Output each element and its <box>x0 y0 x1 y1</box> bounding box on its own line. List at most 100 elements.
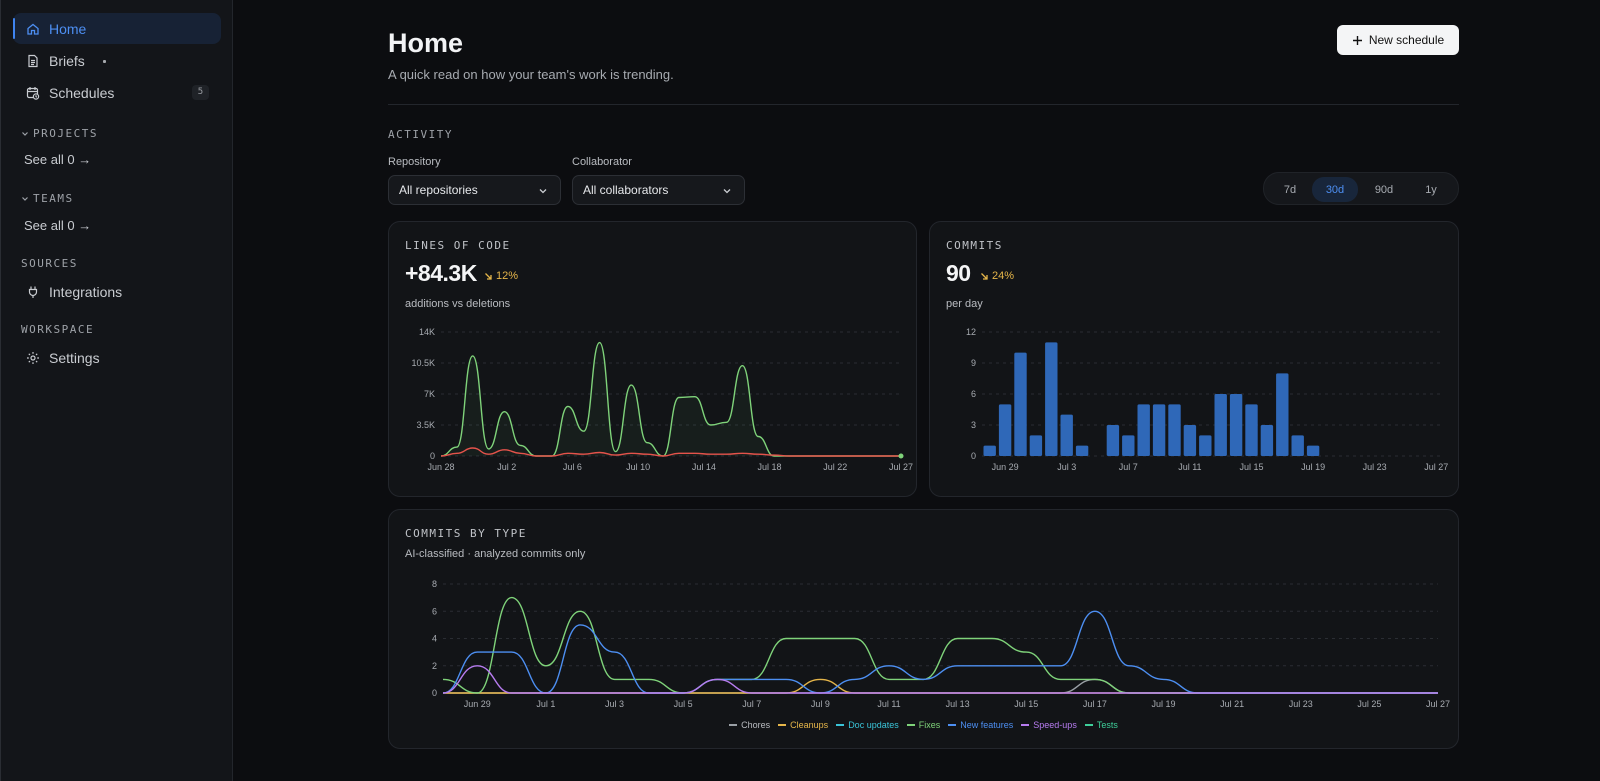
arrow-down-right-icon <box>485 272 492 280</box>
x-tick-label: Jul 7 <box>1119 462 1138 472</box>
new-schedule-button[interactable]: New schedule <box>1337 25 1459 55</box>
series-line-cleanups <box>443 678 1438 694</box>
legend-item[interactable]: Chores <box>729 720 770 730</box>
card-subtitle: AI-classified · analyzed commits only <box>405 548 586 560</box>
commit-bar <box>1183 425 1197 456</box>
commit-bar <box>983 445 996 456</box>
time-range-selector: 7d 30d 90d 1y <box>1263 172 1459 205</box>
x-tick-label: Jul 27 <box>889 462 913 472</box>
card-title: LINES OF CODE <box>405 239 511 252</box>
commit-bar <box>1045 342 1058 456</box>
commit-bar <box>1276 373 1289 456</box>
legend-item[interactable]: New features <box>948 720 1013 730</box>
y-tick-label: 14K <box>419 327 435 337</box>
repository-select[interactable]: All repositories <box>388 175 561 205</box>
legend-item[interactable]: Speed-ups <box>1021 720 1077 730</box>
series-line-chores <box>443 678 1438 694</box>
sidebar: Home Briefs Schedules 5 PROJECTS See all… <box>0 0 233 781</box>
header-divider <box>388 104 1459 105</box>
lines-of-code-card: LINES OF CODE +84.3K 12% additions vs de… <box>388 221 917 497</box>
card-title: COMMITS <box>946 239 1003 252</box>
x-tick-label: Jul 14 <box>692 462 716 472</box>
series-line-speed-ups <box>442 665 1438 694</box>
y-tick-label: 8 <box>432 579 437 589</box>
commit-bar <box>1245 404 1258 456</box>
series-line-fixes <box>442 596 1438 694</box>
y-tick-label: 12 <box>966 327 976 337</box>
card-title: COMMITS BY TYPE <box>405 527 527 540</box>
commits-by-type-card: COMMITS BY TYPE AI-classified · analyzed… <box>388 509 1459 749</box>
x-tick-label: Jul 6 <box>563 462 582 472</box>
range-90d-button[interactable]: 90d <box>1374 183 1394 196</box>
chevron-down-icon <box>22 131 28 136</box>
home-icon <box>27 23 39 35</box>
legend-label: Chores <box>741 720 771 730</box>
sidebar-item-settings[interactable]: Settings <box>13 342 221 373</box>
legend-swatch <box>729 724 738 726</box>
legend-label: Tests <box>1096 720 1118 730</box>
loc-metric: +84.3K <box>405 260 477 286</box>
sidebar-item-home[interactable]: Home <box>13 13 221 44</box>
arrow-down-right-icon <box>981 272 988 280</box>
collaborator-label: Collaborator <box>572 156 632 168</box>
range-30d-button[interactable]: 30d <box>1312 177 1358 202</box>
schedules-count-badge: 5 <box>192 85 209 100</box>
sidebar-item-schedules[interactable]: Schedules 5 <box>13 77 221 108</box>
legend-label: Fixes <box>918 720 941 730</box>
sidebar-item-briefs[interactable]: Briefs <box>13 45 221 76</box>
y-tick-label: 7K <box>424 389 435 399</box>
legend-item[interactable]: Tests <box>1084 720 1118 730</box>
teams-section-toggle[interactable]: TEAMS <box>21 192 74 205</box>
x-tick-label: Jul 1 <box>536 699 555 709</box>
legend-item[interactable]: Cleanups <box>778 720 828 730</box>
commit-bar <box>1199 435 1212 456</box>
commit-bar <box>998 404 1012 456</box>
y-tick-label: 0 <box>432 688 437 698</box>
x-tick-label: Jul 15 <box>1014 699 1038 709</box>
x-tick-label: Jul 15 <box>1239 462 1263 472</box>
legend-item[interactable]: Fixes <box>906 720 941 730</box>
y-tick-label: 2 <box>432 661 437 671</box>
teams-see-all-link[interactable]: See all 0 → <box>24 218 92 233</box>
x-tick-label: Jul 5 <box>674 699 693 709</box>
collaborator-select[interactable]: All collaborators <box>572 175 745 205</box>
x-tick-label: Jul 25 <box>1357 699 1381 709</box>
commits-card: COMMITS 90 24% per day 0 3 6 9 12 Jun 29 Jul 3… <box>929 221 1459 497</box>
chevron-down-icon <box>723 189 731 194</box>
document-icon <box>28 54 38 68</box>
sidebar-item-integrations[interactable]: Integrations <box>13 276 221 307</box>
sidebar-item-label: Home <box>49 20 87 37</box>
commits-chart: 0 3 6 9 12 Jun 29 Jul 3 Jul 7 Jul 11 Jul 15 Jul 19… <box>966 327 1448 472</box>
legend-swatch <box>1084 724 1093 726</box>
repository-label: Repository <box>388 156 441 168</box>
x-tick-label: Jul 13 <box>946 699 970 709</box>
collaborator-select-value: All collaborators <box>583 183 669 197</box>
y-tick-label: 3.5K <box>416 420 435 430</box>
sidebar-item-label: Settings <box>49 349 100 366</box>
legend-swatch <box>836 724 845 726</box>
sidebar-item-label: Schedules <box>49 84 115 101</box>
range-1y-button[interactable]: 1y <box>1425 183 1437 196</box>
calendar-clock-icon <box>26 87 40 100</box>
sources-section-label: SOURCES <box>21 257 78 270</box>
x-tick-label: Jul 18 <box>758 462 782 472</box>
x-tick-label: Jul 9 <box>811 699 830 709</box>
range-7d-button[interactable]: 7d <box>1283 183 1297 196</box>
legend-item[interactable]: Doc updates <box>836 720 899 730</box>
x-tick-label: Jul 11 <box>877 699 900 709</box>
plug-icon <box>28 286 38 298</box>
commit-bar <box>1260 425 1274 456</box>
projects-see-all-link[interactable]: See all 0 → <box>24 152 92 167</box>
y-tick-label: 6 <box>432 606 437 616</box>
new-schedule-label: New schedule <box>1368 33 1445 47</box>
commit-bar <box>1291 435 1304 456</box>
commit-bar <box>1106 425 1120 456</box>
unread-indicator <box>103 60 106 63</box>
commit-bar <box>1168 404 1181 456</box>
y-tick-label: 4 <box>432 634 437 644</box>
last-point-marker <box>898 453 904 459</box>
x-tick-label: Jul 3 <box>605 699 624 709</box>
projects-section-toggle[interactable]: PROJECTS <box>21 127 98 140</box>
commit-bar <box>1075 445 1089 456</box>
repository-select-value: All repositories <box>399 183 478 197</box>
